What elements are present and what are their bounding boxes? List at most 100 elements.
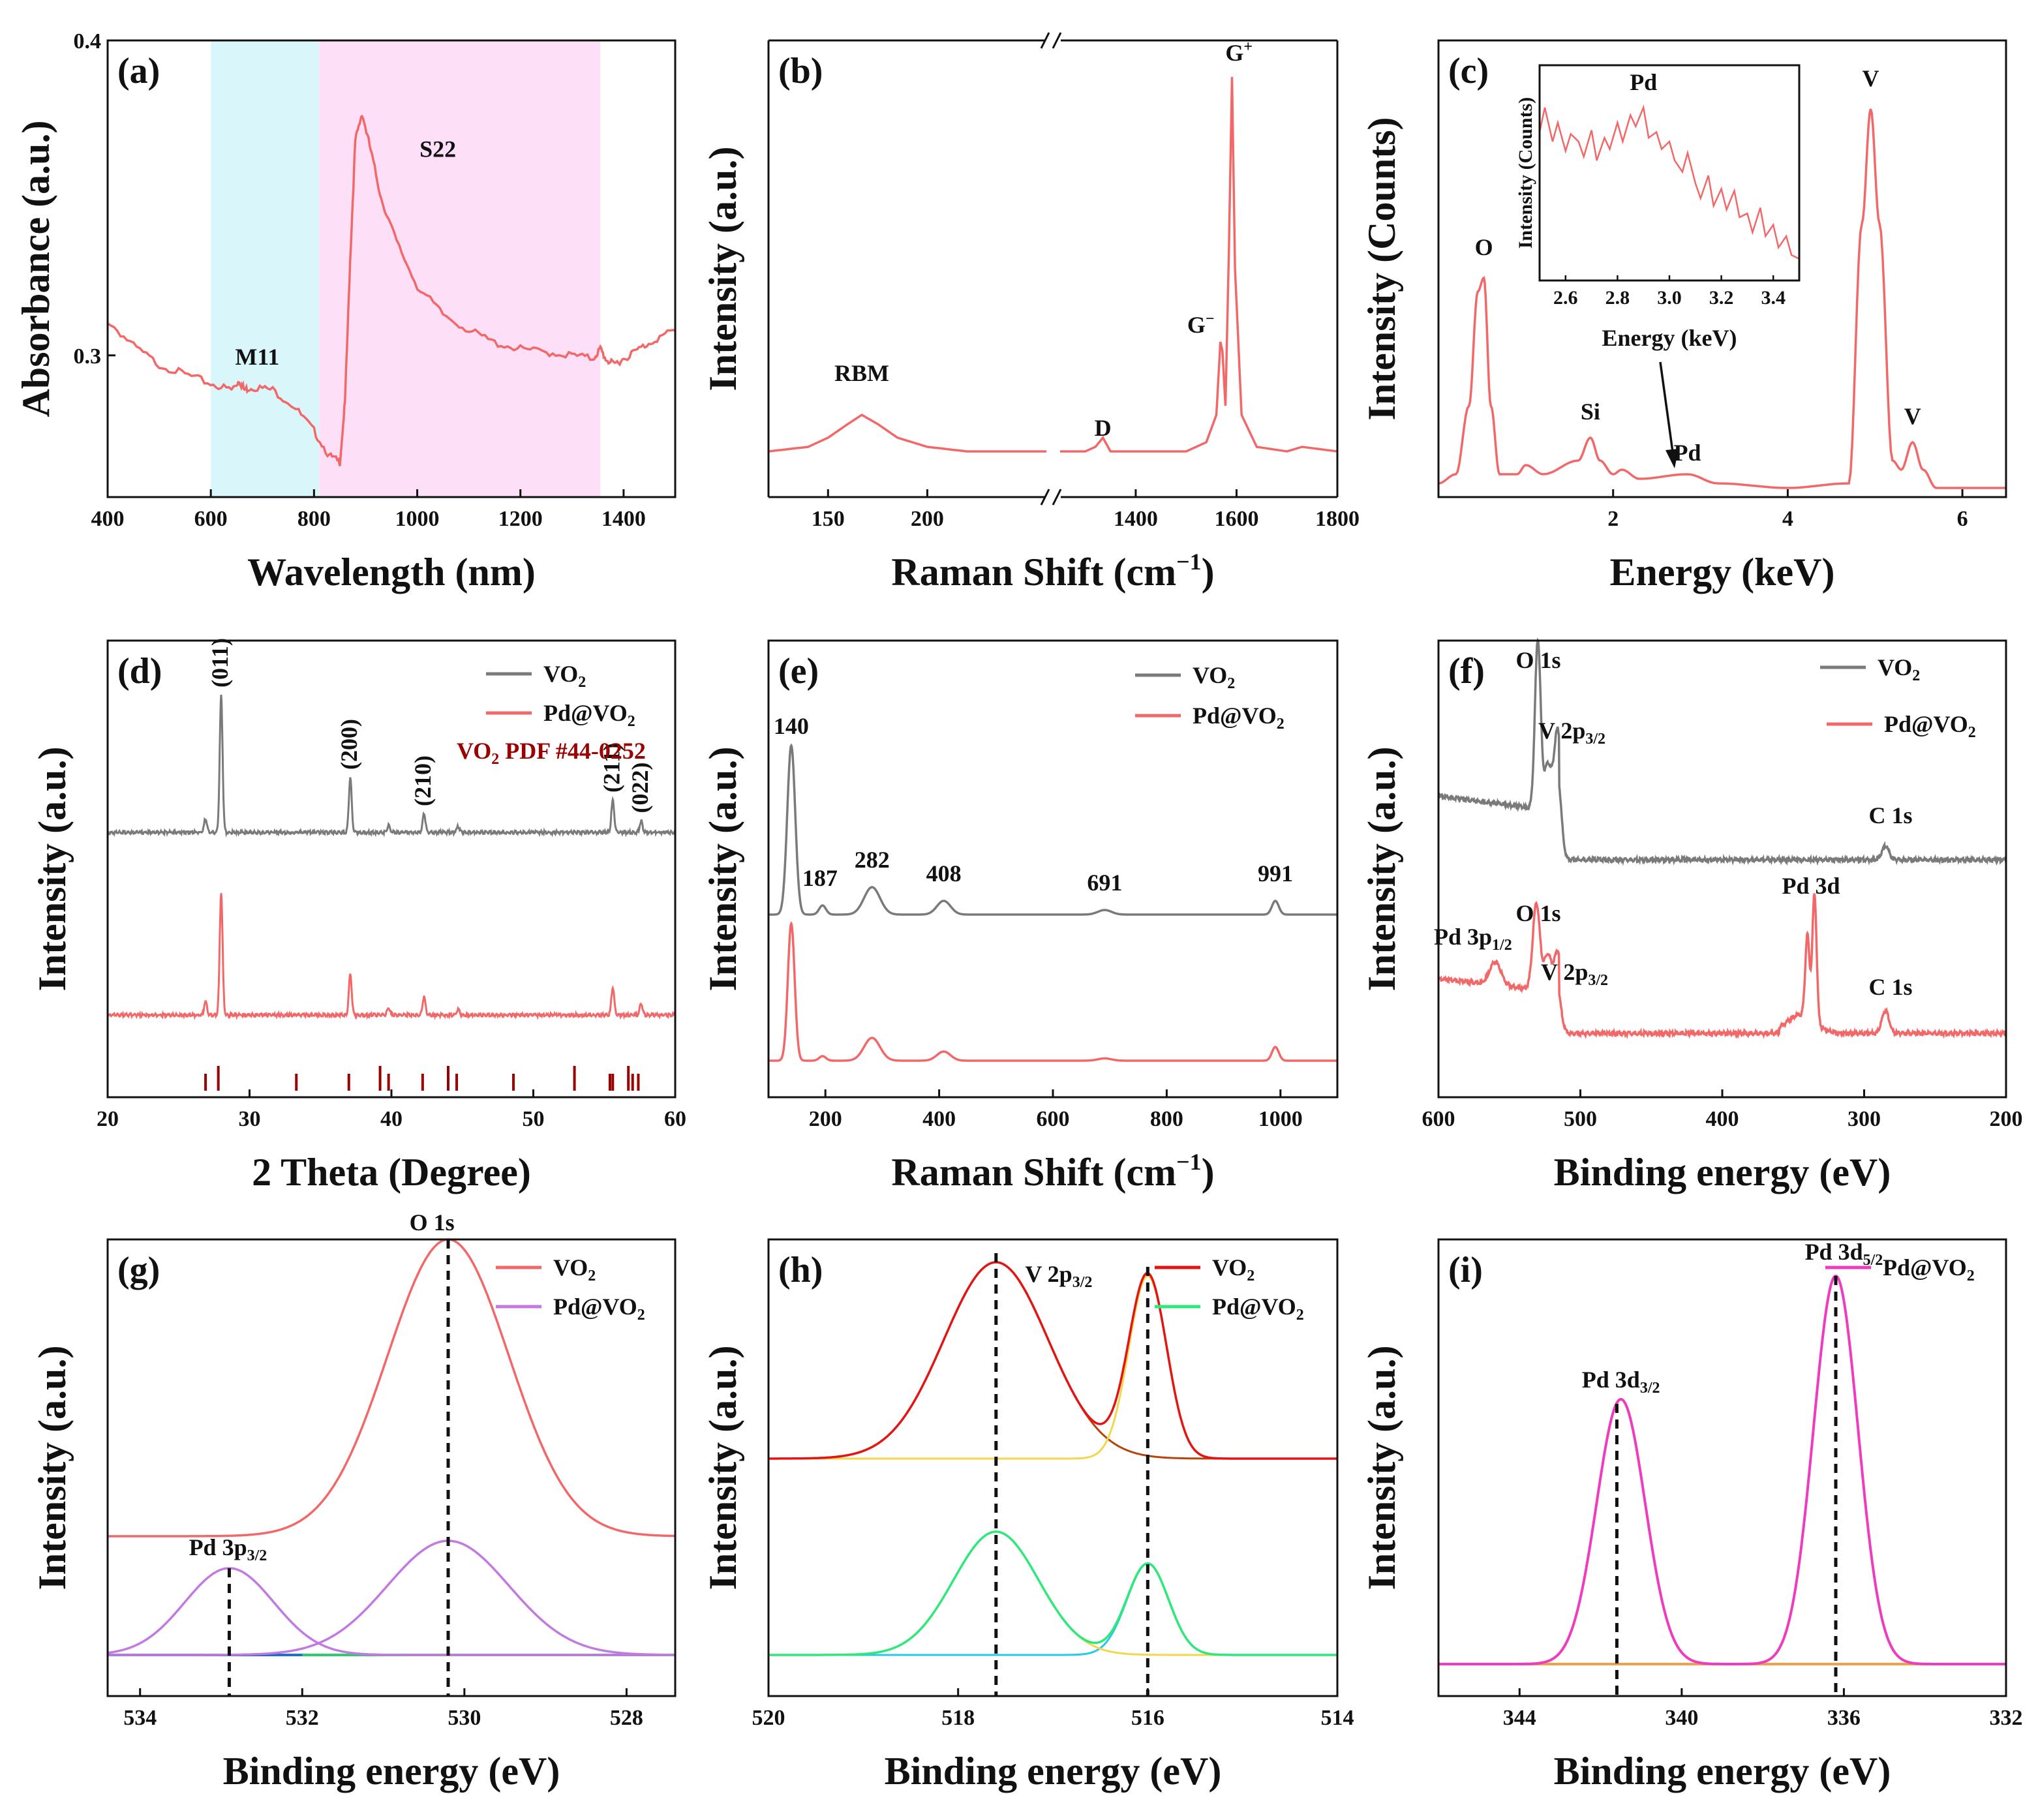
x-tick-label: 30 — [239, 1107, 261, 1131]
x-tick-label: 4 — [1782, 507, 1793, 531]
inset-x-label: Energy (keV) — [1602, 325, 1737, 351]
inset-x-tick-label: 3.4 — [1761, 287, 1786, 309]
x-tick-label: 40 — [380, 1107, 403, 1131]
miller-index-label: (211) — [598, 743, 624, 793]
miller-index-label: (022) — [627, 763, 653, 813]
peak-label: Pd 3p1/2 — [1434, 924, 1512, 954]
x-tick-label: 516 — [1131, 1706, 1164, 1730]
legend-vo2-label: VO2 — [543, 661, 586, 691]
peak-label: V — [1904, 403, 1921, 429]
x-tick-label: 1000 — [1258, 1107, 1303, 1131]
x-tick-label: 800 — [1150, 1107, 1183, 1131]
pd-3d-line — [1438, 1274, 2006, 1665]
inset-line — [1538, 104, 1800, 260]
pd-vo2-component — [107, 1567, 675, 1656]
x-tick-label: 200 — [809, 1107, 842, 1131]
miller-index-label: (200) — [336, 719, 362, 770]
plot-frame — [106, 1238, 677, 1697]
x-axis-label: Wavelength (nm) — [247, 551, 536, 594]
pd-arrowhead — [1665, 449, 1679, 468]
legend-pd-vo2-label: Pd@VO2 — [543, 700, 635, 730]
x-axis-label: Binding energy (eV) — [1554, 1750, 1891, 1793]
pd-vo2-component — [108, 1539, 675, 1656]
x-tick-label: 400 — [922, 1107, 956, 1131]
x-tick-label: 400 — [1706, 1107, 1739, 1131]
panel-h: 520 518 516 514 V 2p3/2 VO2 Pd@VO2 (h) Binding e… — [701, 1238, 1354, 1793]
g-band-line — [1060, 76, 1338, 453]
x-tick-label: 2 — [1607, 507, 1619, 531]
inset-peak-label: Pd — [1630, 69, 1657, 95]
peak-label: M11 — [235, 344, 279, 370]
x-tick-label: 6 — [1957, 507, 1968, 531]
panel-g: 534 532 530 528 O 1s Pd 3p3/2 VO2 Pd@VO2 (g) Bind… — [31, 1209, 677, 1793]
plot-frame — [1437, 639, 2007, 1099]
panel-label: (f) — [1448, 651, 1485, 691]
vo2-xrd-line — [106, 694, 677, 838]
pd-vo2-raman-line — [768, 921, 1337, 1062]
panel-d: 20 30 40 50 60 (011) (200) (210) (211) (022) VO2 Pd… — [31, 638, 686, 1194]
y-axis-label: Intensity (a.u.) — [701, 146, 744, 391]
eds-line — [1438, 108, 2006, 489]
x-tick-label: 1400 — [1114, 507, 1158, 531]
vo2-xps-line — [1437, 637, 2007, 866]
x-tick-label: 150 — [812, 507, 845, 531]
x-tick-label: 400 — [91, 507, 125, 531]
panel-label: (i) — [1448, 1250, 1483, 1290]
peak-label: RBM — [834, 360, 889, 386]
x-tick-label: 600 — [1037, 1107, 1070, 1131]
pd-vo2-component-2 — [768, 1562, 1337, 1656]
reference-label: VO2 PDF #44-0252 — [457, 738, 646, 768]
panel-e: 200 400 600 800 1000 140 187 282 408 691 991 VO2 Pd@… — [701, 639, 1339, 1194]
inset-x-tick-label: 2.8 — [1605, 287, 1630, 309]
panel-label: (h) — [778, 1250, 823, 1290]
plot-frame — [106, 39, 677, 498]
x-tick-label: 1600 — [1214, 507, 1258, 531]
legend-pd-vo2-label: Pd@VO2 — [553, 1294, 645, 1324]
vo2-o1s-line — [108, 1238, 676, 1538]
inset-x-tick-label: 3.0 — [1657, 287, 1682, 309]
peak-label: G− — [1187, 311, 1215, 338]
y-axis-label: Intensity (a.u.) — [701, 746, 744, 991]
x-tick-label: 520 — [752, 1706, 785, 1730]
pd-vo2-xps-line — [1437, 893, 2007, 1040]
raman-peak-label: 408 — [926, 860, 962, 887]
y-tick-label: 0.4 — [74, 29, 102, 53]
peak-label: Pd 3d5/2 — [1805, 1239, 1883, 1269]
peak-label: O 1s — [1515, 900, 1560, 926]
peak-label: C 1s — [1868, 974, 1912, 1000]
x-tick-label: 600 — [1422, 1107, 1455, 1131]
x-tick-label: 800 — [297, 507, 331, 531]
x-tick-label: 200 — [1990, 1107, 2023, 1131]
peak-label: G+ — [1225, 38, 1253, 66]
y-axis-label: Intensity (a.u.) — [31, 1345, 74, 1590]
plot-frame — [767, 1238, 1339, 1697]
peak-label: V 2p3/2 — [1538, 718, 1605, 748]
plot-frame — [1437, 39, 2007, 498]
y-axis-label: Intensity (a.u.) — [1360, 746, 1403, 991]
peak-label: Pd 3d — [1782, 873, 1840, 899]
pd-vo2-xrd-line — [107, 893, 677, 1021]
inset-y-label: Intensity (Counts) — [1515, 97, 1536, 249]
plot-frame — [1538, 64, 1801, 282]
y-axis-label: Intensity (Counts) — [1360, 117, 1403, 420]
x-tick-label: 1200 — [498, 507, 543, 531]
plot-frame — [1437, 1238, 2007, 1697]
peak-label: V 2p3/2 — [1025, 1261, 1092, 1291]
raman-peak-label: 991 — [1258, 860, 1293, 887]
panel-a: 400 600 800 1000 1200 1400 0.3 0.4 M11 S22 (a) Wave… — [14, 29, 677, 594]
x-tick-label: 600 — [194, 507, 228, 531]
x-axis-label: Energy (keV) — [1610, 551, 1835, 594]
panel-b: 150 200 1400 1600 1800 RBM D G− G+ (b) Raman Shift… — [701, 32, 1360, 594]
panel-i: 344 340 336 332 Pd 3d3/2 Pd 3d5/2 Pd@VO2 (i) Bin… — [1360, 1238, 2023, 1793]
x-tick-label: 514 — [1321, 1706, 1354, 1730]
pd-vo2-component-1 — [768, 1530, 1337, 1656]
x-axis-label: Raman Shift (cm−1) — [891, 549, 1214, 594]
panel-label: (g) — [117, 1250, 160, 1290]
axis-break-mark — [1040, 489, 1050, 506]
pd-vo2-v2p-line — [768, 1530, 1337, 1656]
panel-label: (d) — [117, 651, 162, 691]
axis-break-mark — [1040, 32, 1050, 49]
y-axis-label: Intensity (a.u.) — [1360, 1345, 1403, 1590]
